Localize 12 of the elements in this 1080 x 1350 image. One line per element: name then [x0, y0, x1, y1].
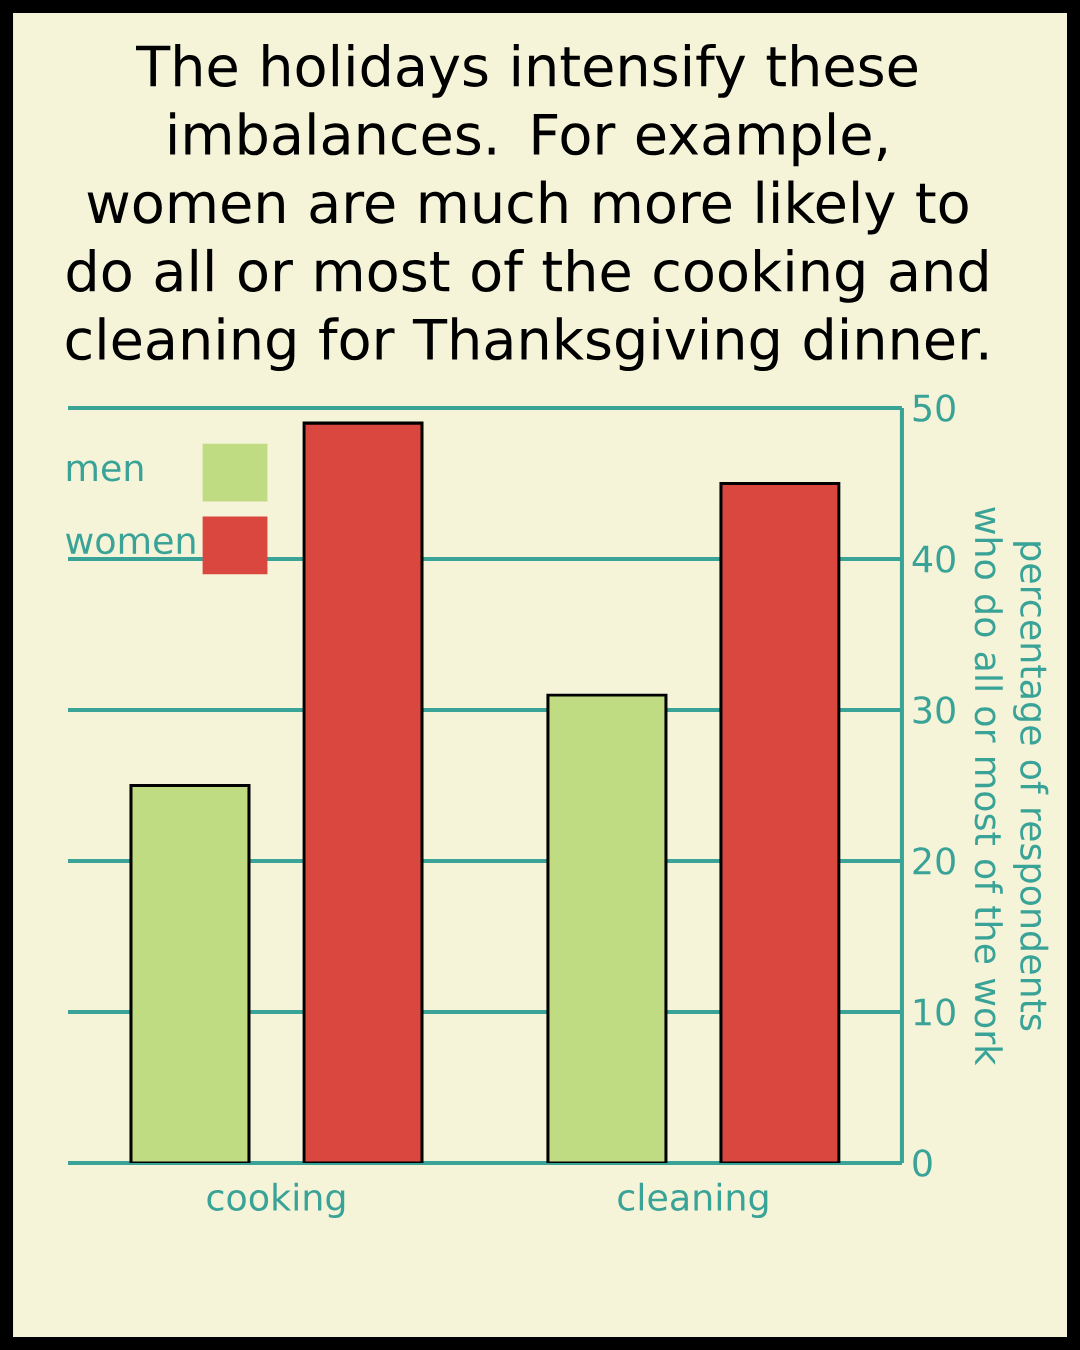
legend-label: men [67, 460, 143, 482]
y-tick-label: 20 [913, 847, 955, 875]
x-tick-label: cooking [207, 1182, 345, 1218]
y-axis-title: percentage of respondents who do all or most of the work [974, 507, 1049, 1066]
y-tick-label: 10 [914, 998, 955, 1026]
y-tick-label: 0 [913, 1149, 932, 1177]
x-tick-label: cleaning [618, 1182, 768, 1218]
legend-label: women [66, 533, 195, 555]
y-tick-label: 40 [912, 545, 955, 573]
chart-title: The holidays intensify these imbalances. For example, women are much more likely to do all or most of the cooking and cleaning for Thanksgiving dinner. [66, 43, 987, 372]
y-tick-label: 30 [913, 696, 955, 724]
y-tick-label: 50 [913, 394, 955, 422]
